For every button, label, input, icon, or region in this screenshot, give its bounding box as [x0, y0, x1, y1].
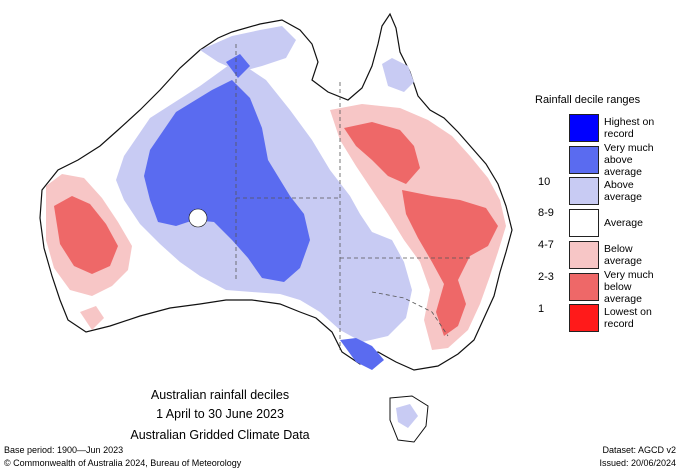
legend-item-label: Highest on record — [604, 114, 670, 142]
very-much-above-average-victoria — [340, 338, 384, 370]
very-much-below-average-east-north — [344, 122, 420, 184]
very-much-below-average-west — [54, 196, 118, 274]
legend-item-swatch — [569, 145, 599, 174]
legend-item-label-line: Very much — [604, 141, 654, 154]
legend-item-swatch — [569, 114, 599, 142]
legend-item-range: 4-7 — [538, 239, 554, 252]
legend-item: Lowest on record — [538, 304, 670, 333]
legend-item-range: 2-3 — [538, 270, 554, 283]
very-much-above-average-central — [144, 80, 310, 282]
average-hole-central — [188, 208, 208, 228]
legend-item-swatch — [569, 177, 599, 206]
legend-item-label: Below average — [604, 241, 670, 269]
legend-item-label-line: Below average — [604, 242, 642, 267]
legend-item-label-line: record — [604, 128, 634, 140]
legend-item: 1 Very much below average — [538, 269, 670, 315]
legend-item: 4-7 Average — [538, 209, 670, 251]
legend-item-label-line: above average — [604, 153, 642, 178]
legend-item-swatch — [569, 304, 599, 333]
state-borders — [235, 44, 470, 350]
legend-item-label-line: below average — [604, 280, 642, 305]
legend-item-range: 10 — [538, 175, 551, 188]
map-title-line2: 1 April to 30 June 2023 — [156, 407, 284, 421]
above-average-cape-york — [382, 58, 414, 92]
map-title-line3: Australian Gridded Climate Data — [130, 428, 310, 442]
legend-item-swatch — [569, 240, 599, 269]
base-period: Base period: 1900—Jun 2023 — [4, 445, 124, 455]
legend-item-label-line: Very much — [604, 268, 654, 281]
legend-item-range — [538, 318, 566, 346]
legend-item: 2-3 Below average — [538, 240, 670, 282]
very-much-below-average-east-coast — [402, 190, 498, 336]
legend-item: Highest on record — [538, 114, 668, 142]
legend-item-label: Average — [604, 209, 670, 237]
legend-item-range: 8-9 — [538, 207, 554, 220]
legend-item-label: Very much below average — [604, 269, 670, 305]
copyright: © Commonwealth of Australia 2024, Bureau… — [4, 458, 242, 468]
below-average-sw-tip — [80, 306, 104, 330]
legend-item-label: Above average — [604, 177, 670, 205]
legend-title: Rainfall decile ranges — [535, 94, 641, 106]
legend-item-label-line: record — [604, 318, 634, 331]
legend-item-range: 1 — [538, 302, 545, 315]
dataset: Dataset: AGCD v2 — [602, 445, 676, 455]
legend-item: 10 Very much above average — [538, 142, 670, 188]
legend-item-label: Lowest on record — [604, 304, 670, 332]
tasmania-above-average — [396, 404, 418, 428]
very-much-above-average-kimberley-coast — [226, 54, 250, 78]
legend-item-label-line: Highest on — [604, 116, 655, 128]
legend-item: 8-9 Above average — [538, 177, 670, 219]
above-average-kimberley — [200, 26, 296, 72]
map-title-line1: Australian rainfall deciles — [150, 388, 290, 402]
legend-item-swatch — [569, 272, 599, 301]
legend-item-label-line: Average — [604, 217, 643, 230]
issued-date: Issued: 20/06/2024 — [599, 458, 676, 468]
legend-item-label: Very much above average — [604, 142, 670, 178]
legend-item-label-line: Lowest on — [604, 306, 652, 319]
legend-item-label-line: Above average — [604, 179, 642, 204]
legend-item-swatch — [569, 209, 599, 238]
